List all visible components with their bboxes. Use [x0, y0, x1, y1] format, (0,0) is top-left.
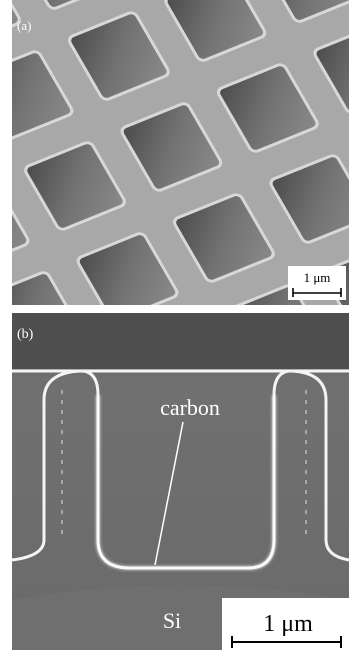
panel-b: carbon Si 1 μm (b) — [12, 313, 349, 650]
scale-label: 1 μm — [263, 611, 313, 637]
annotation: carbon — [160, 395, 220, 420]
figure: 1 μm (a) carbon Si 1 μm (b) — [0, 0, 349, 650]
panel-label: (b) — [17, 327, 34, 342]
panel-label: (a) — [17, 18, 31, 33]
scale-label: 1 μm — [304, 270, 331, 285]
material-label: Si — [163, 608, 181, 633]
